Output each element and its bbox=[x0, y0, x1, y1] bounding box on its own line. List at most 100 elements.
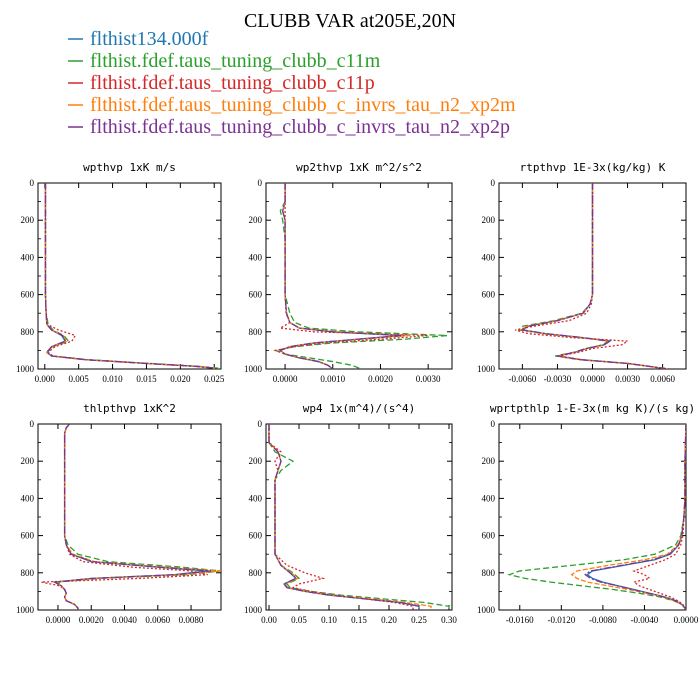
series-group bbox=[507, 424, 686, 610]
panel-frame bbox=[265, 423, 453, 611]
x-tick-label: 0.0030 bbox=[615, 374, 640, 384]
series-group bbox=[44, 183, 219, 369]
y-tick-label: 1000 bbox=[244, 605, 263, 615]
x-tick-label: 0.0060 bbox=[650, 374, 675, 384]
panel-frame bbox=[498, 423, 687, 611]
legend-label: flthist.fdef.taus_tuning_clubb_c_invrs_t… bbox=[90, 116, 510, 138]
x-tick-label: 0.0000 bbox=[580, 374, 605, 384]
series-line-5 bbox=[268, 424, 420, 610]
x-tick-label: 0.0030 bbox=[416, 374, 441, 384]
panel-4: thlpthvp 1xK^2 0 200 400 600 800 1000 0.0000 0.0… bbox=[16, 402, 222, 625]
y-tick-label: 400 bbox=[21, 493, 35, 503]
x-tick-label: 0.05 bbox=[291, 615, 307, 625]
x-tick-label: 0.20 bbox=[381, 615, 397, 625]
y-tick-label: 200 bbox=[249, 456, 263, 466]
y-tick-label: 1000 bbox=[477, 605, 496, 615]
y-tick-label: 800 bbox=[249, 568, 263, 578]
y-tick-label: 0 bbox=[30, 419, 35, 429]
x-tick-label: 0.0020 bbox=[79, 615, 104, 625]
series-line-2 bbox=[56, 424, 221, 610]
x-tick-label: 0.0060 bbox=[145, 615, 170, 625]
x-tick-label: 0.010 bbox=[102, 374, 123, 384]
panel-3: rtpthvp 1E-3x(kg/kg) K 0 200 400 600 800 1000 -… bbox=[477, 161, 687, 384]
y-tick-label: 200 bbox=[482, 456, 496, 466]
y-tick-label: 600 bbox=[21, 531, 35, 541]
y-tick-label: 400 bbox=[482, 252, 496, 262]
series-line-4 bbox=[519, 183, 669, 369]
y-tick-label: 800 bbox=[482, 327, 496, 337]
series-line-1 bbox=[52, 424, 208, 610]
x-tick-label: -0.0030 bbox=[544, 374, 572, 384]
panel-6: wprtpthlp 1-E-3x(m kg K)/(s kg) 0 200 400 60… bbox=[477, 402, 699, 625]
y-tick-label: 800 bbox=[482, 568, 496, 578]
y-tick-label: 0 bbox=[258, 178, 263, 188]
series-line-5 bbox=[44, 183, 215, 369]
legend-entry: flthist.fdef.taus_tuning_clubb_c11m bbox=[68, 50, 381, 72]
y-tick-label: 1000 bbox=[16, 364, 35, 374]
series-line-5 bbox=[520, 183, 669, 369]
x-tick-label: 0.0000 bbox=[46, 615, 71, 625]
x-tick-label: 0.00 bbox=[261, 615, 277, 625]
x-tick-label: -0.0160 bbox=[506, 615, 534, 625]
y-tick-label: 600 bbox=[249, 290, 263, 300]
legend-label: flthist.fdef.taus_tuning_clubb_c11p bbox=[90, 72, 375, 94]
x-tick-label: 0.30 bbox=[441, 615, 457, 625]
panel-2: wp2thvp 1xK m^2/s^2 0 200 400 600 800 1000 0.00… bbox=[244, 161, 453, 384]
series-line-2 bbox=[517, 183, 669, 369]
series-line-2 bbox=[273, 183, 448, 369]
panel-title: wpthvp 1xK m/s bbox=[83, 161, 176, 174]
series-line-2 bbox=[268, 424, 450, 610]
y-tick-label: 600 bbox=[21, 290, 35, 300]
x-tick-label: 0.0000 bbox=[674, 615, 699, 625]
y-tick-label: 800 bbox=[21, 327, 35, 337]
x-tick-label: 0.005 bbox=[69, 374, 90, 384]
series-line-2 bbox=[507, 424, 686, 610]
x-tick-label: 0.015 bbox=[136, 374, 157, 384]
series-line-3 bbox=[44, 183, 215, 369]
legend-label: flthist.fdef.taus_tuning_clubb_c11m bbox=[90, 50, 381, 72]
panel-title: rtpthvp 1E-3x(kg/kg) K bbox=[520, 161, 666, 174]
x-tick-label: 0.25 bbox=[411, 615, 427, 625]
legend-entry: flthist.fdef.taus_tuning_clubb_c11p bbox=[68, 72, 375, 94]
y-tick-label: 800 bbox=[249, 327, 263, 337]
legend: flthist134.000fflthist.fdef.taus_tuning_… bbox=[68, 28, 516, 138]
y-tick-label: 0 bbox=[258, 419, 263, 429]
x-tick-label: -0.0060 bbox=[509, 374, 537, 384]
x-tick-label: -0.0120 bbox=[547, 615, 575, 625]
series-group bbox=[515, 183, 669, 369]
legend-entry: flthist.fdef.taus_tuning_clubb_c_invrs_t… bbox=[68, 94, 516, 116]
series-line-3 bbox=[273, 183, 429, 369]
y-tick-label: 400 bbox=[249, 252, 263, 262]
y-tick-label: 600 bbox=[249, 531, 263, 541]
series-line-5 bbox=[279, 183, 405, 369]
y-tick-label: 0 bbox=[30, 178, 35, 188]
y-tick-label: 600 bbox=[482, 531, 496, 541]
x-tick-label: 0.0010 bbox=[320, 374, 345, 384]
series-group bbox=[268, 424, 450, 610]
panel-title: wp2thvp 1xK m^2/s^2 bbox=[296, 161, 422, 174]
y-tick-label: 1000 bbox=[477, 364, 496, 374]
series-line-3 bbox=[41, 424, 208, 610]
series-group bbox=[273, 183, 448, 369]
series-line-5 bbox=[584, 424, 686, 610]
y-tick-label: 0 bbox=[491, 178, 496, 188]
panel-title: wp4 1x(m^4)/(s^4) bbox=[303, 402, 416, 415]
y-tick-label: 400 bbox=[21, 252, 35, 262]
series-line-4 bbox=[54, 424, 221, 610]
series-line-4 bbox=[279, 183, 410, 369]
x-tick-label: 0.15 bbox=[351, 615, 367, 625]
panel-title: wprtpthlp 1-E-3x(m kg K)/(s kg) bbox=[490, 402, 695, 415]
y-tick-label: 200 bbox=[249, 215, 263, 225]
x-tick-label: 0.000 bbox=[35, 374, 56, 384]
x-tick-label: -0.0040 bbox=[631, 615, 659, 625]
y-tick-label: 1000 bbox=[16, 605, 35, 615]
series-line-1 bbox=[520, 183, 669, 369]
x-tick-label: 0.025 bbox=[204, 374, 225, 384]
y-tick-label: 200 bbox=[21, 456, 35, 466]
series-line-4 bbox=[44, 183, 215, 369]
series-line-2 bbox=[44, 183, 219, 369]
